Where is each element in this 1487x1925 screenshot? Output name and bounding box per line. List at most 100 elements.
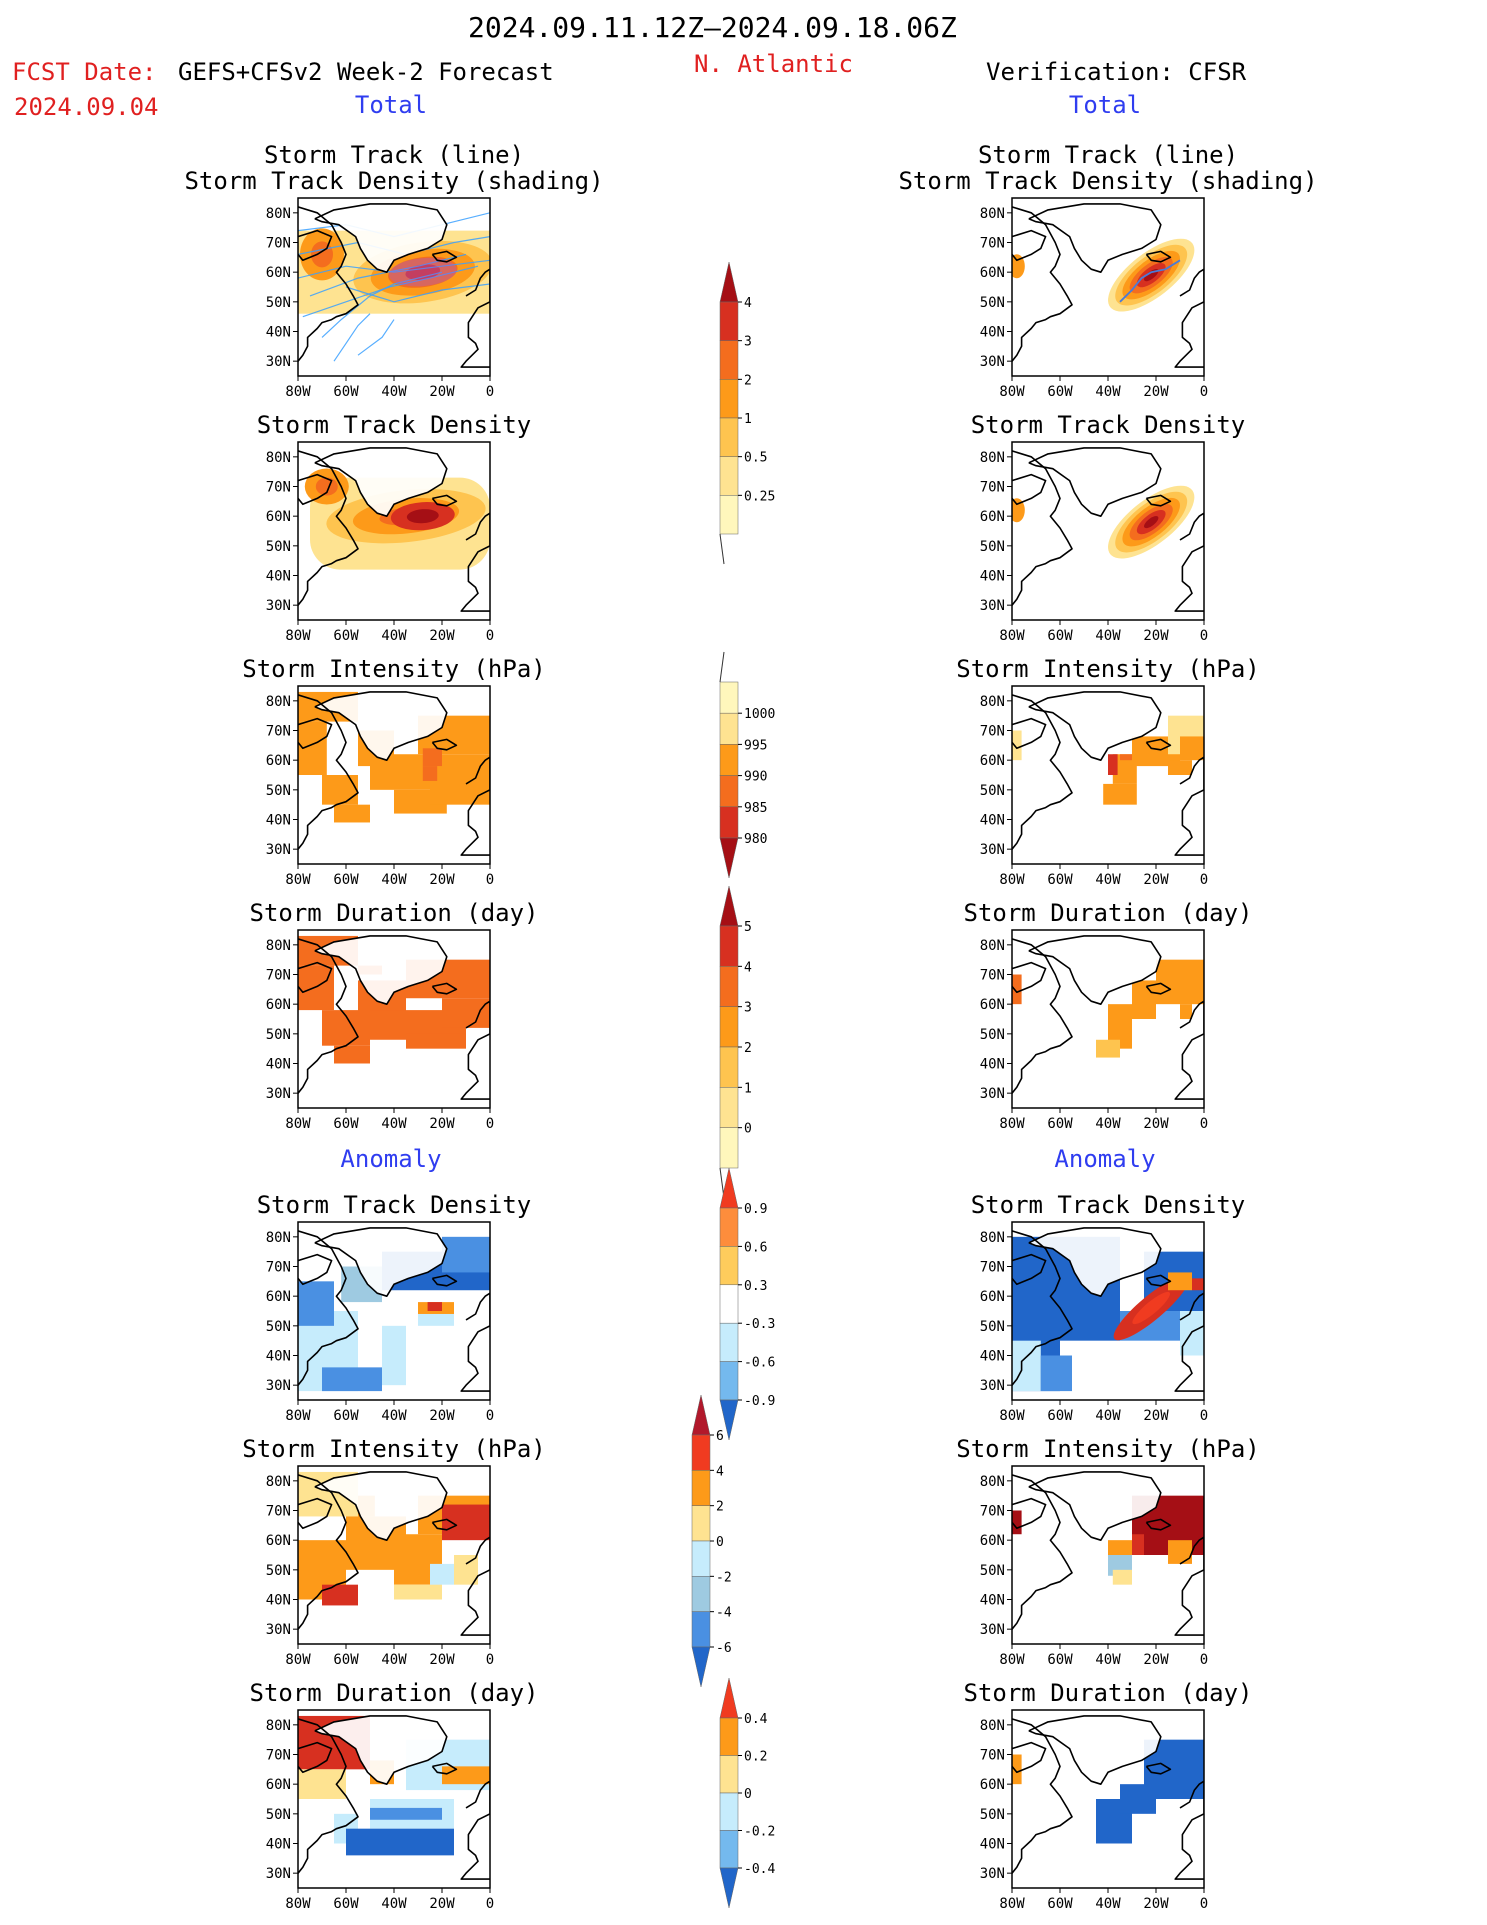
- lat-tick-label: 50N: [980, 1027, 1005, 1043]
- panel-title: Storm Duration (day): [964, 1679, 1253, 1707]
- colorbar-segment: [719, 1087, 739, 1128]
- duration-cell: [298, 965, 334, 1011]
- map-area: [298, 686, 490, 864]
- lon-tick-label: 60W: [333, 1896, 359, 1912]
- lon-tick-label: 20W: [429, 1896, 455, 1912]
- lon-tick-label: 20W: [429, 1408, 455, 1424]
- density-shading: [311, 241, 333, 268]
- colorbar-label: -6: [716, 1641, 732, 1656]
- lon-tick-label: 40W: [1095, 384, 1121, 400]
- coastline: [298, 206, 359, 362]
- colorbar-label: 1000: [744, 707, 775, 722]
- greenland-outline: [1028, 1227, 1162, 1297]
- colorbar-label: -4: [716, 1606, 732, 1621]
- colorbar-label: 985: [744, 801, 767, 816]
- anomaly-shading: [1132, 1291, 1170, 1325]
- colorbar-label: 6: [716, 1429, 724, 1444]
- lat-tick-label: 50N: [980, 1563, 1005, 1579]
- coastline: [1012, 1718, 1073, 1874]
- lat-tick-label: 60N: [266, 265, 291, 281]
- coastline: [298, 1497, 333, 1530]
- lon-tick-label: 60W: [1047, 1652, 1073, 1668]
- coastline: [1012, 206, 1073, 362]
- lat-tick-label: 40N: [980, 325, 1005, 341]
- colorbar-label: 0.25: [744, 489, 775, 504]
- colorbar-segment: [719, 456, 739, 496]
- colorbar-segment: [719, 417, 739, 457]
- lon-tick-label: 40W: [1095, 1652, 1121, 1668]
- duration-cell: [334, 1045, 370, 1064]
- lat-tick-label: 30N: [266, 1866, 291, 1882]
- model-name: GEFS+CFSv2 Week-2 Forecast: [178, 58, 554, 86]
- colorbar-label: 0.6: [744, 1240, 767, 1255]
- coastline: [1174, 1292, 1204, 1392]
- panel-title: Storm Track Density (shading): [184, 167, 603, 195]
- anomaly-cell: [1132, 1534, 1144, 1555]
- lon-tick-label: 0: [1200, 872, 1208, 888]
- greenland-outline: [1028, 447, 1162, 517]
- duration-cell: [442, 998, 490, 1028]
- colorbar-segment: [719, 301, 739, 341]
- lon-tick-label: 80W: [999, 1652, 1025, 1668]
- lon-tick-label: 60W: [333, 384, 359, 400]
- iceland-outline: [1145, 1518, 1172, 1531]
- colorbar-label: 2: [716, 1500, 724, 1515]
- anomaly-cell: [394, 1584, 442, 1600]
- colorbar-label: 0.9: [744, 1202, 767, 1217]
- anomaly-cell: [454, 1555, 478, 1585]
- coastline: [298, 694, 359, 850]
- intensity-cell: [422, 748, 442, 767]
- lat-tick-label: 30N: [980, 354, 1005, 370]
- colorbar-label: 3: [744, 1001, 752, 1016]
- density-shading: [406, 509, 439, 524]
- anomaly-cell: [427, 1302, 442, 1311]
- colorbar-segment: [719, 806, 739, 839]
- lon-tick-label: 20W: [1143, 1408, 1169, 1424]
- intensity-cell: [1103, 783, 1137, 805]
- lon-tick-label: 0: [486, 628, 494, 644]
- lat-tick-label: 60N: [266, 753, 291, 769]
- iceland-outline: [1145, 1274, 1172, 1287]
- lat-tick-label: 30N: [266, 598, 291, 614]
- storm-track-line: [345, 283, 490, 303]
- lon-tick-label: 80W: [285, 872, 311, 888]
- lat-tick-label: 50N: [980, 539, 1005, 555]
- lat-tick-label: 50N: [266, 783, 291, 799]
- colorbar-segment: [719, 1830, 739, 1869]
- colorbar-segment: [719, 1127, 739, 1169]
- lon-tick-label: 0: [1200, 628, 1208, 644]
- coastline: [1012, 1253, 1047, 1286]
- panel-title: Storm Track (line): [264, 141, 524, 169]
- anomaly-cell: [382, 1325, 406, 1386]
- anomaly-cell: [1012, 1340, 1041, 1392]
- region-label: N. Atlantic: [694, 50, 853, 78]
- colorbar-segment: [719, 1284, 739, 1324]
- coastline: [1174, 1536, 1204, 1636]
- panel-r2-c1: Storm Intensity (hPa) 80N 70N 60N 50N 40N 30N 8…: [956, 655, 1259, 888]
- anomaly-cell: [370, 1807, 442, 1820]
- colorbar-segment: [719, 1792, 739, 1831]
- anomaly-cell: [1168, 1272, 1192, 1291]
- lat-tick-label: 30N: [980, 1378, 1005, 1394]
- panel-title: Storm Track Density: [971, 411, 1246, 439]
- iceland-outline: [1145, 738, 1172, 751]
- anomaly-cell: [442, 1236, 490, 1273]
- verification-label: Verification: CFSR: [986, 58, 1247, 86]
- map-area: [1012, 1222, 1204, 1400]
- period-title: 2024.09.11.12Z–2024.09.18.06Z: [468, 11, 957, 44]
- coastline: [298, 1230, 359, 1386]
- duration-cell: [1012, 974, 1022, 1005]
- lat-tick-label: 40N: [980, 1057, 1005, 1073]
- greenland-outline: [314, 1227, 448, 1297]
- colorbar-triangle: [719, 261, 739, 303]
- section-total-left: Total: [355, 91, 427, 119]
- lon-tick-label: 60W: [1047, 1116, 1073, 1132]
- lon-tick-label: 80W: [999, 1116, 1025, 1132]
- lon-tick-label: 40W: [1095, 872, 1121, 888]
- cb-density: 4 3 2 1 0.5 0.25: [719, 261, 775, 565]
- lon-tick-label: 60W: [1047, 1896, 1073, 1912]
- lat-tick-label: 40N: [980, 1593, 1005, 1609]
- lon-tick-label: 40W: [1095, 1408, 1121, 1424]
- section-anomaly-right: Anomaly: [1054, 1145, 1155, 1173]
- coastline: [298, 1474, 359, 1630]
